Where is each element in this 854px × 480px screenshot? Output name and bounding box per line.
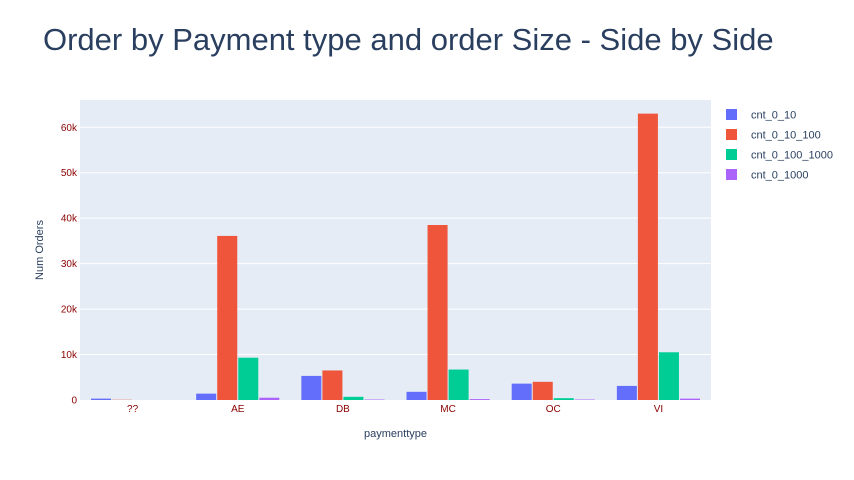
bar-cnt_0_10_100-VI[interactable] xyxy=(637,113,658,401)
bar-cnt_0_100_1000-VI[interactable] xyxy=(658,352,679,400)
x-tick-label: DB xyxy=(336,404,350,415)
legend-label: cnt_0_100_1000 xyxy=(751,150,833,162)
legend-swatch xyxy=(726,149,737,160)
bar-cnt_0_10_100-DB[interactable] xyxy=(322,370,343,400)
y-tick-label: 60k xyxy=(61,123,78,134)
x-tick-label: AE xyxy=(231,404,245,415)
x-tick-label: ?? xyxy=(127,404,139,415)
x-tick-label: MC xyxy=(440,404,456,415)
bar-cnt_0_10-DB[interactable] xyxy=(301,375,322,400)
y-tick-label: 40k xyxy=(61,214,78,225)
legend-label: cnt_0_10_100 xyxy=(751,130,821,142)
y-tick-label: 0 xyxy=(71,396,77,407)
gridlines xyxy=(80,126,711,356)
legend-item-cnt_0_10[interactable]: cnt_0_10 xyxy=(726,109,796,122)
legend[interactable]: cnt_0_10 cnt_0_10_100 cnt_0_100_1000 cnt_0_… xyxy=(726,109,833,182)
bar-cnt_0_10-??[interactable] xyxy=(91,398,112,400)
legend-label: cnt_0_1000 xyxy=(751,170,809,182)
plot-area xyxy=(80,100,711,400)
bar-cnt_0_1000-MC[interactable] xyxy=(469,399,490,400)
y-tick-label: 20k xyxy=(61,305,78,316)
bar-cnt_0_10_100-AE[interactable] xyxy=(217,235,238,400)
bar-cnt_0_10_100-MC[interactable] xyxy=(427,225,448,400)
bar-cnt_0_100_1000-AE[interactable] xyxy=(238,357,259,400)
y-tick-label: 30k xyxy=(61,259,78,270)
y-tick-label: 50k xyxy=(61,168,78,179)
y-axis-label: Num Orders xyxy=(34,220,46,280)
bar-cnt_0_10-OC[interactable] xyxy=(511,383,532,400)
bar-cnt_0_100_1000-OC[interactable] xyxy=(553,398,574,400)
legend-swatch xyxy=(726,109,737,120)
legend-item-cnt_0_100_1000[interactable]: cnt_0_100_1000 xyxy=(726,149,833,162)
bar-cnt_0_10-VI[interactable] xyxy=(616,385,637,400)
bars xyxy=(91,113,700,401)
legend-label: cnt_0_10 xyxy=(751,110,796,122)
x-axis-label: paymenttype xyxy=(364,428,427,440)
y-axis-ticks: 0 10k 20k 30k 40k 50k 60k xyxy=(61,123,78,407)
x-axis-ticks: ?? AE DB MC OC VI xyxy=(127,404,663,415)
bar-cnt_0_10-MC[interactable] xyxy=(406,391,427,400)
bar-cnt_0_10_100-OC[interactable] xyxy=(532,381,553,400)
bar-cnt_0_100_1000-MC[interactable] xyxy=(448,369,469,400)
bar-cnt_0_10-AE[interactable] xyxy=(196,393,217,400)
chart-title: Order by Payment type and order Size - S… xyxy=(43,22,774,57)
x-tick-label: VI xyxy=(654,404,663,415)
bar-cnt_0_1000-VI[interactable] xyxy=(679,398,700,400)
bar-cnt_0_1000-AE[interactable] xyxy=(259,397,280,400)
legend-swatch xyxy=(726,129,737,140)
legend-item-cnt_0_10_100[interactable]: cnt_0_10_100 xyxy=(726,129,821,142)
legend-item-cnt_0_1000[interactable]: cnt_0_1000 xyxy=(726,169,809,182)
y-tick-label: 10k xyxy=(61,350,78,361)
legend-swatch xyxy=(726,169,737,180)
bar-cnt_0_100_1000-DB[interactable] xyxy=(343,396,364,400)
x-tick-label: OC xyxy=(546,404,561,415)
